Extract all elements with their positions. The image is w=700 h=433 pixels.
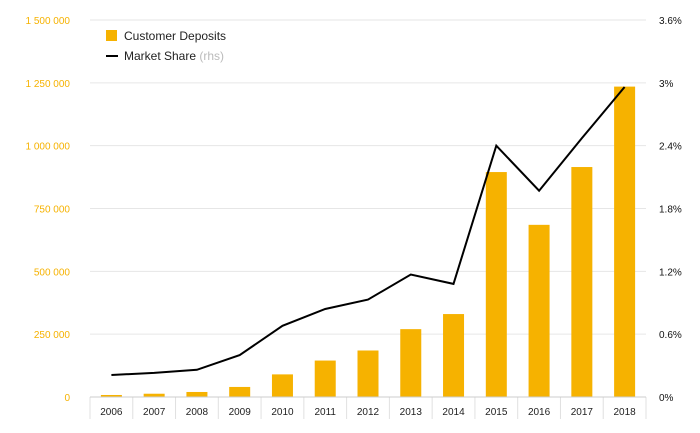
y-right-tick-label: 1.8% [659,205,682,216]
y-right-tick-label: 1.2% [659,267,682,278]
y-right-tick-label: 2.4% [659,142,682,153]
gridlines [89,19,647,419]
x-tick-label: 2006 [100,407,123,418]
bar [571,167,593,397]
bar [229,386,251,397]
bar [186,391,208,397]
legend-label-rhs-suffix: (rhs) [199,49,224,63]
x-tick-label: 2010 [271,407,294,418]
bar [485,172,507,397]
y-left-tick-label: 1 000 000 [26,142,71,153]
y-right-tick-label: 3% [659,79,674,90]
x-tick-label: 2008 [186,407,209,418]
bar [614,86,636,397]
x-tick-label: 2012 [357,407,380,418]
y-left-tick-label: 1 500 000 [26,16,71,27]
x-tick-label: 2016 [528,407,551,418]
x-tick-label: 2007 [143,407,166,418]
legend-label-market-share-name: Market Share [124,49,196,63]
y-left-tick-label: 0 [64,393,70,404]
bar [528,224,550,397]
bar [100,394,122,397]
legend-swatch-customer-deposits [106,30,117,41]
x-tick-label: 2015 [485,407,508,418]
bar [271,374,293,397]
x-tick-label: 2018 [613,407,636,418]
bar-series-customer-deposits [100,86,636,397]
legend-label-customer-deposits: Customer Deposits [124,29,226,43]
x-tick-label: 2009 [229,407,252,418]
y-left-tick-label: 500 000 [34,267,71,278]
bar [443,314,465,397]
line-series-market-share [111,86,626,376]
x-tick-label: 2014 [442,407,465,418]
y-left-tick-label: 250 000 [34,330,71,341]
y-right-tick-label: 0% [659,393,674,404]
x-tick-label: 2017 [571,407,594,418]
legend-label-market-share: Market Share (rhs) [124,49,224,63]
x-tick-label: 2011 [314,407,336,418]
bar [357,350,379,397]
x-tick-label: 2013 [400,407,423,418]
y-left-tick-label: 750 000 [34,205,71,216]
market-share-line [111,86,626,376]
bar [400,329,422,397]
y-right-tick-label: 3.6% [659,16,682,27]
bar [314,360,336,397]
y-right-tick-label: 0.6% [659,330,682,341]
bar [143,393,165,397]
y-left-tick-label: 1 250 000 [26,79,71,90]
legend: Customer Deposits Market Share (rhs) [106,29,226,63]
axes: 0 250 000 500 000 750 000 1 000 000 1 250 000… [26,16,682,418]
